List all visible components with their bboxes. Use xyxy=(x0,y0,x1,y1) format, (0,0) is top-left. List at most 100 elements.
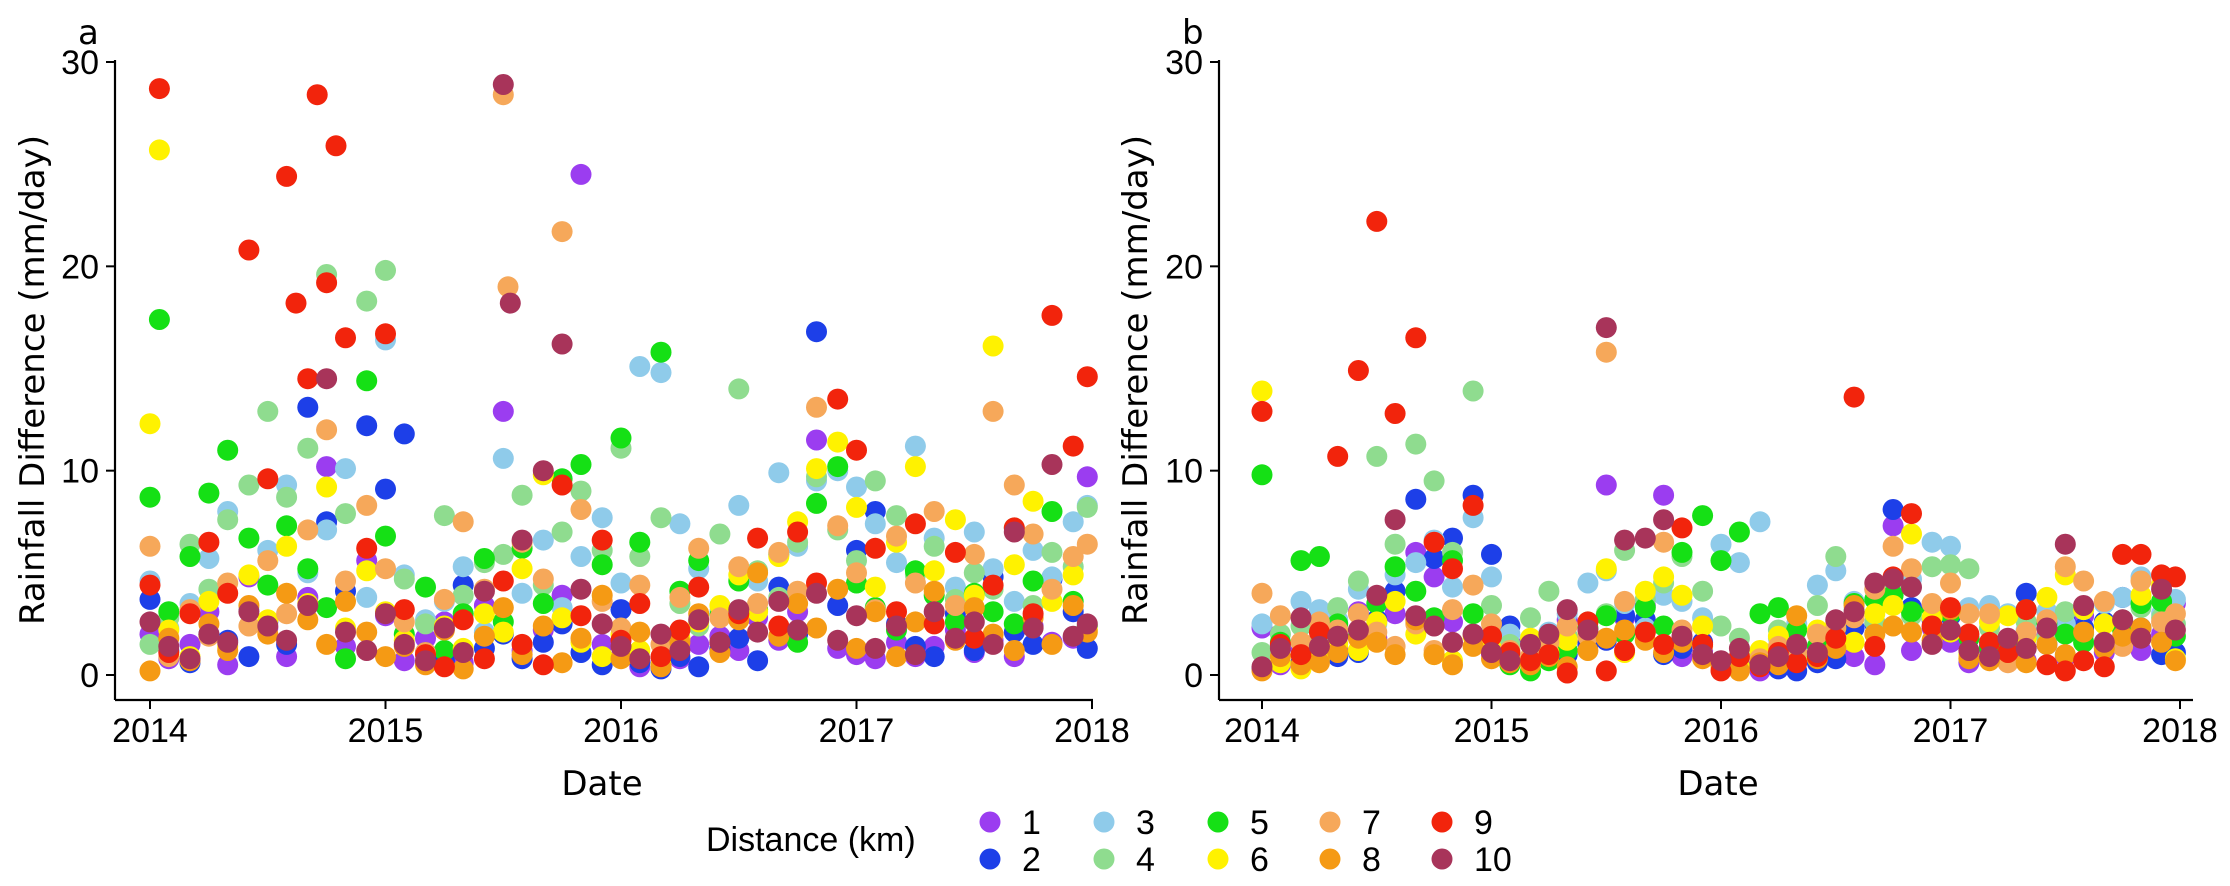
panel-b-x-tick-label-2016: 2016 xyxy=(1683,712,1759,750)
panel-b-point-series-3-12 xyxy=(1481,566,1502,588)
legend-key-8 xyxy=(1319,848,1341,870)
panel-b-point-series-5-11 xyxy=(1462,603,1484,625)
panel-a-point-series-9-46 xyxy=(963,627,985,649)
panel-a-point-series-10-45 xyxy=(1003,521,1025,543)
panel-b: b 0 10 20 30 2014 2015 2016 2017 2018 Date Rain… xyxy=(1116,13,2218,804)
panel-a-point-series-9-52 xyxy=(1076,366,1098,388)
panel-a-point-series-5-2 xyxy=(158,601,180,623)
panel-b-point-series-4-7 xyxy=(1384,533,1406,555)
panel-a-point-series-9-15 xyxy=(356,537,378,559)
panel-b-point-series-9-41 xyxy=(2036,654,2058,676)
panel-a-x-ticks: 2014 2015 2016 2017 2018 xyxy=(112,700,1130,750)
panel-a-point-series-4-15 xyxy=(433,505,455,527)
panel-a-point-series-2-30 xyxy=(728,627,750,649)
panel-a-point-series-9-39 xyxy=(827,388,849,410)
panel-a-point-series-1-18 xyxy=(492,400,514,422)
panel-b-point-series-3-8 xyxy=(1405,552,1427,574)
panel-a-point-series-10-44 xyxy=(982,633,1004,655)
panel-b-point-series-10-30 xyxy=(1825,609,1847,631)
panel-b-point-series-4-5 xyxy=(1347,570,1369,592)
panel-b-point-series-8-4 xyxy=(1327,642,1349,663)
panel-a-point-series-4-11 xyxy=(356,290,378,312)
panel-a-point-series-10-25 xyxy=(610,635,632,657)
panel-a-point-series-3-30 xyxy=(728,494,750,516)
panel-a-point-series-8-16 xyxy=(452,658,474,680)
panel-a-point-series-10-15 xyxy=(433,617,455,639)
legend-label-2: 2 xyxy=(1022,841,1041,879)
panel-b-point-series-10-3 xyxy=(1308,635,1330,657)
panel-b-point-series-6-0 xyxy=(1251,380,1273,402)
legend-key-3 xyxy=(1093,811,1115,833)
panel-b-point-series-10-16 xyxy=(1556,599,1578,621)
panel-a-point-series-2-40 xyxy=(923,646,945,668)
panel-b-point-series-6-7 xyxy=(1384,590,1406,612)
panel-b-point-series-10-33 xyxy=(1882,568,1904,590)
panel-a-point-series-8-18 xyxy=(492,597,514,619)
panel-b-point-series-7-36 xyxy=(1940,572,1961,594)
panel-a-point-series-9-51 xyxy=(1062,435,1084,457)
panel-b-point-series-5-18 xyxy=(1595,605,1617,627)
legend-key-4 xyxy=(1093,848,1115,870)
panel-a-point-series-7-39 xyxy=(886,525,907,547)
panel-a-point-series-6-42 xyxy=(944,509,966,531)
panel-a-point-series-8-39 xyxy=(904,611,926,633)
panel-b-point-series-3-35 xyxy=(1921,531,1943,553)
panel-b-point-series-10-23 xyxy=(1692,644,1714,666)
panel-a-point-series-10-35 xyxy=(806,582,827,604)
panel-b-point-series-5-26 xyxy=(1749,603,1771,625)
panel-a-point-series-4-14 xyxy=(415,613,436,635)
panel-a-y-tick-label-0: 0 xyxy=(80,657,99,695)
panel-a-point-series-6-46 xyxy=(1022,490,1044,512)
panel-a-point-series-10-31 xyxy=(728,599,750,621)
panel-b-point-series-10-29 xyxy=(1806,642,1828,663)
panel-b-point-series-7-35 xyxy=(1921,593,1943,614)
panel-a-point-series-3-26 xyxy=(650,362,672,384)
panel-a-point-series-9-24 xyxy=(532,654,554,676)
panel-a-point-series-10-3 xyxy=(198,623,220,645)
panel-a-point-series-7-45 xyxy=(1003,474,1025,496)
legend-key-5 xyxy=(1207,811,1229,833)
panel-a-point-series-5-35 xyxy=(806,492,827,514)
panel-a-x-tick-label-2018: 2018 xyxy=(1054,712,1130,750)
panel-a-point-series-3-25 xyxy=(629,356,651,377)
panel-b-point-series-7-18 xyxy=(1595,341,1617,363)
panel-b-point-series-9-7 xyxy=(1384,403,1406,424)
panel-a-point-series-3-27 xyxy=(669,513,691,535)
panel-b-point-series-6-41 xyxy=(2036,586,2058,608)
panel-b-point-series-6-44 xyxy=(2093,613,2115,635)
panel-a-point-series-7-15 xyxy=(433,588,455,610)
panel-a-point-series-5-8 xyxy=(276,515,298,537)
panel-a-point-series-6-40 xyxy=(904,456,926,478)
panel-a-point-series-8-0 xyxy=(139,660,161,682)
panel-b-point-series-9-9 xyxy=(1423,531,1445,553)
panel-a-point-series-4-8 xyxy=(297,437,319,459)
panel-a-point-series-3-20 xyxy=(532,529,554,551)
panel-a-point-series-9-50 xyxy=(1041,304,1063,326)
panel-a-point-series-10-0 xyxy=(139,611,161,633)
panel-a-point-series-3-37 xyxy=(864,513,886,535)
panel-a-point-series-10-23 xyxy=(570,578,592,600)
panel-b-point-series-3-17 xyxy=(1577,572,1599,594)
panel-b-point-series-9-46 xyxy=(2130,543,2152,565)
panel-a-point-series-6-10 xyxy=(316,476,338,498)
panel-a-point-series-7-49 xyxy=(1076,533,1098,555)
panel-b-point-series-9-31 xyxy=(1843,386,1865,408)
panel-a-point-series-9-23 xyxy=(511,633,533,655)
panel-a-point-series-5-45 xyxy=(1003,613,1025,635)
panel-a-point-series-10-20 xyxy=(511,529,533,551)
panel-b-point-series-2-9 xyxy=(1423,548,1445,569)
panel-a-point-series-3-3 xyxy=(198,548,220,569)
panel-b-point-series-6-18 xyxy=(1595,558,1617,580)
panel-b-point-series-5-0 xyxy=(1251,464,1273,486)
panel-a-point-series-4-46 xyxy=(1041,541,1063,563)
panel-a-point-series-7-40 xyxy=(904,572,926,594)
panel-b-point-series-7-42 xyxy=(2054,556,2076,578)
panel-a-point-series-8-35 xyxy=(827,578,849,600)
panel-a-point-series-5-44 xyxy=(982,601,1004,623)
panel-b-point-series-10-7 xyxy=(1384,509,1406,531)
panel-a-point-series-7-10 xyxy=(335,570,356,592)
panel-a-point-series-10-47 xyxy=(1041,454,1063,475)
panel-a-point-series-9-13 xyxy=(325,135,347,157)
panel-b-point-series-9-20 xyxy=(1634,621,1656,643)
panel-b-point-series-8-9 xyxy=(1423,644,1445,666)
